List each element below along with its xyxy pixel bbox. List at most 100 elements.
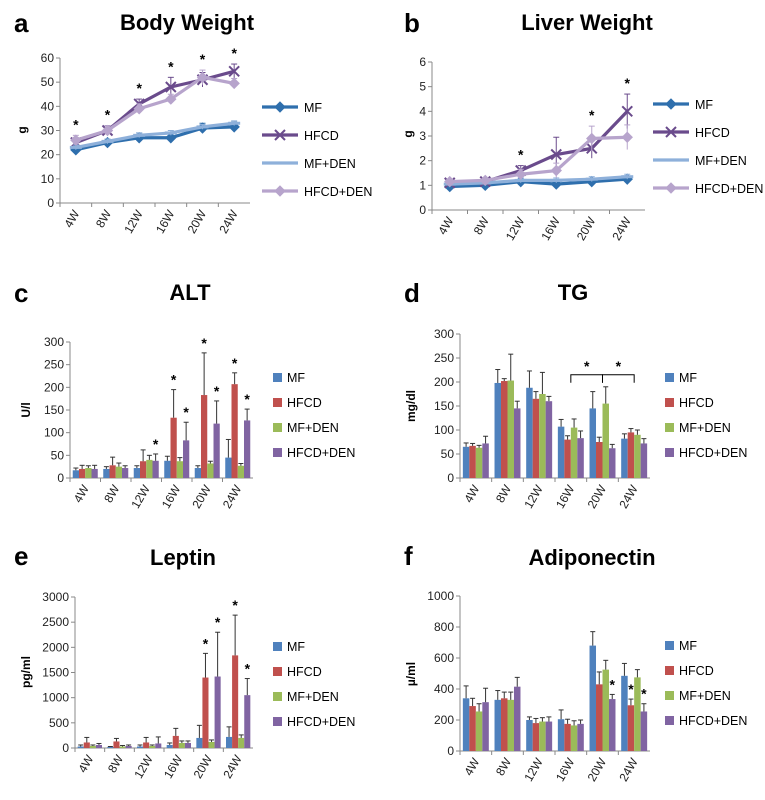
x-tick-label: 8W <box>105 752 126 775</box>
y-tick-label: 400 <box>434 682 454 696</box>
x-tick-label: 8W <box>493 482 514 505</box>
significance-marker: * <box>232 355 238 371</box>
legend-label: MF <box>695 98 713 112</box>
y-tick-label: 1000 <box>42 691 69 705</box>
legend-label: HFCD+DEN <box>695 182 763 196</box>
bar <box>564 439 571 478</box>
x-tick-label: 20W <box>185 207 210 236</box>
x-tick-label: 8W <box>493 755 514 778</box>
legend-swatch <box>273 667 282 676</box>
x-tick-label: 8W <box>101 482 122 505</box>
y-tick-label: 1 <box>419 178 426 192</box>
legend-label: MF+DEN <box>287 690 339 704</box>
bar <box>596 442 603 478</box>
x-tick-label: 12W <box>503 214 528 243</box>
bar <box>119 746 126 748</box>
bar <box>214 676 221 748</box>
bar <box>155 743 162 748</box>
significance-marker: * <box>231 45 237 61</box>
panel-letter: e <box>14 541 28 571</box>
y-axis-label: mg/dl <box>404 390 418 422</box>
significance-marker: * <box>201 335 207 351</box>
y-axis-label: µ/ml <box>404 662 418 686</box>
x-tick-label: 16W <box>161 752 186 781</box>
significance-marker: * <box>168 58 174 74</box>
legend-item: MF+DEN <box>653 154 747 168</box>
data-point <box>228 65 240 77</box>
legend-marker <box>274 129 286 141</box>
legend-swatch <box>665 448 674 457</box>
bar <box>95 744 102 748</box>
y-tick-label: 20 <box>41 148 55 162</box>
bar <box>501 698 508 751</box>
bar <box>462 698 470 751</box>
x-tick-label: 24W <box>616 482 641 511</box>
y-tick-label: 2000 <box>42 640 69 654</box>
bar <box>526 720 533 751</box>
y-tick-label: 4 <box>419 104 426 118</box>
y-axis-label: U/l <box>19 402 33 417</box>
y-tick-label: 250 <box>434 351 454 365</box>
bar <box>152 460 159 478</box>
significance-marker: * <box>215 614 221 630</box>
bar <box>640 443 648 478</box>
y-tick-label: 0 <box>447 471 454 485</box>
x-tick-label: 16W <box>538 214 563 243</box>
y-tick-label: 500 <box>49 716 69 730</box>
panel-letter: f <box>404 541 413 571</box>
data-point <box>101 124 114 137</box>
bar <box>526 387 533 478</box>
x-tick-label: 16W <box>159 482 184 511</box>
x-tick-label: 8W <box>93 207 114 230</box>
significance-marker: * <box>171 372 177 388</box>
bar <box>232 655 239 748</box>
legend-item: MF <box>653 98 713 112</box>
bar <box>634 434 641 478</box>
bar <box>475 711 483 751</box>
y-axis-label: pg/ml <box>19 656 33 688</box>
legend-label: HFCD+DEN <box>679 714 747 728</box>
y-tick-label: 600 <box>434 651 454 665</box>
legend-label: MF+DEN <box>679 689 731 703</box>
legend: MF HFCD MF+DEN HFCD+DEN <box>665 371 747 460</box>
bar <box>196 737 203 748</box>
y-tick-label: 200 <box>44 380 64 394</box>
legend-label: HFCD <box>287 665 322 679</box>
y-tick-label: 200 <box>434 713 454 727</box>
panel-letter: c <box>14 278 28 308</box>
y-tick-label: 50 <box>51 448 65 462</box>
bar <box>589 645 597 751</box>
bar <box>107 746 114 748</box>
y-tick-label: 100 <box>44 426 64 440</box>
data-point <box>444 175 456 188</box>
chart-title: TG <box>558 280 589 305</box>
bar <box>469 706 476 751</box>
x-tick-label: 4W <box>435 214 456 237</box>
data-point <box>550 164 562 177</box>
legend-item: HFCD <box>665 664 714 678</box>
legend-item: HFCD <box>653 126 730 140</box>
bar <box>85 468 92 478</box>
significance-marker: * <box>641 686 647 702</box>
legend-swatch <box>665 716 674 725</box>
bar <box>72 470 79 478</box>
bar <box>494 699 502 751</box>
legend-label: MF <box>287 640 305 654</box>
bar <box>513 408 521 478</box>
x-tick-label: 4W <box>61 207 82 230</box>
x-tick-label: 12W <box>521 482 546 511</box>
bar <box>202 677 209 748</box>
legend-swatch <box>273 398 282 407</box>
y-tick-label: 0 <box>47 196 54 210</box>
significance-marker: * <box>244 391 250 407</box>
x-tick-label: 16W <box>153 207 178 236</box>
significance-bracket <box>570 374 603 383</box>
data-point <box>196 71 209 84</box>
bar <box>507 380 514 478</box>
bar <box>103 468 110 478</box>
bar <box>608 448 616 478</box>
significance-marker: * <box>232 597 238 613</box>
bar <box>176 461 184 478</box>
x-tick-label: 24W <box>220 482 245 511</box>
bar <box>539 394 546 478</box>
